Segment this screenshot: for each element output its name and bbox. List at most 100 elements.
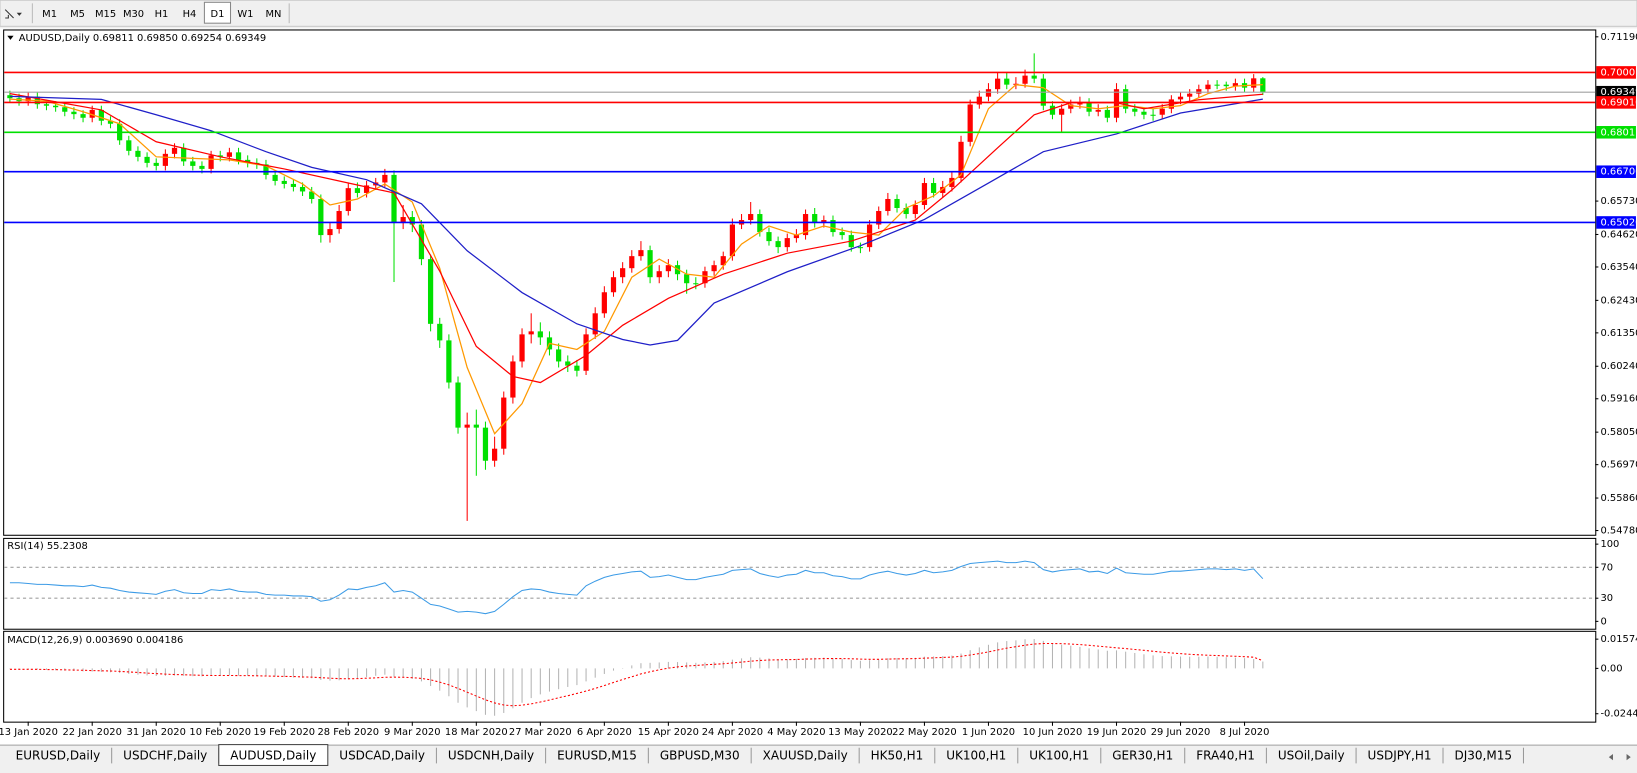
candle-body — [318, 198, 324, 236]
timeframe-button[interactable]: W1 — [237, 9, 253, 20]
level-label: 0.66706 — [1600, 167, 1637, 178]
chart-tab[interactable]: HK50,H1 — [871, 749, 924, 763]
candle-body — [43, 104, 50, 106]
macd-title: MACD(12,26,9) 0.003690 0.004186 — [7, 635, 183, 646]
candle-body — [583, 334, 589, 371]
candle-body — [775, 241, 781, 248]
candle-body — [940, 186, 946, 193]
x-tick-label: 8 Jul 2020 — [1220, 727, 1270, 738]
chart-tab[interactable]: XAUUSD,Daily — [763, 749, 848, 763]
candle-body — [391, 174, 397, 224]
chart-tab[interactable]: GER30,H1 — [1112, 749, 1173, 763]
chart-tab[interactable]: USDCNH,Daily — [448, 749, 534, 763]
candle-body — [1004, 78, 1010, 85]
level-label-box — [1596, 165, 1636, 178]
candle-body — [729, 224, 736, 257]
candle-body — [299, 186, 306, 192]
rsi-line — [9, 560, 1264, 615]
candle-body — [80, 114, 86, 118]
candle-body — [1223, 84, 1229, 87]
candle-body — [1132, 108, 1138, 112]
candle-body — [839, 232, 845, 236]
x-tick-label: 19 Jun 2020 — [1087, 727, 1147, 738]
candle-body — [455, 382, 461, 428]
symbol-title: AUDUSD,Daily — [19, 33, 90, 44]
candle-body — [702, 271, 708, 284]
chart-tab[interactable]: FRA40,H1 — [1196, 749, 1255, 763]
candle-body — [491, 448, 498, 461]
chart-tab[interactable]: DJ30,M15 — [1454, 749, 1511, 763]
timeframe-button[interactable]: MN — [265, 9, 281, 20]
candle-body — [921, 183, 928, 205]
candle-body — [98, 109, 104, 121]
chart-tab[interactable]: USDJPY,H1 — [1368, 749, 1432, 763]
candle-body — [171, 147, 178, 154]
candle-body — [7, 95, 13, 99]
candle-body — [345, 188, 351, 212]
candle-body — [519, 334, 525, 362]
chart-tab[interactable]: UK100,H1 — [1029, 749, 1089, 763]
bid-label: 0.69349 — [1600, 87, 1637, 98]
panel-menu-arrow[interactable] — [7, 35, 14, 40]
chart-tab[interactable]: EURUSD,Daily — [16, 749, 101, 763]
timeframe-button[interactable]: M5 — [70, 9, 85, 20]
timeframe-button[interactable]: H1 — [155, 9, 169, 20]
candle-body — [190, 161, 196, 166]
candle-body — [473, 424, 479, 428]
candle-body — [976, 96, 982, 105]
x-tick-label: 24 Apr 2020 — [702, 727, 763, 738]
candle-body — [464, 424, 470, 428]
candle-body — [217, 155, 223, 157]
timeframe-button[interactable]: M1 — [42, 9, 57, 20]
level-label: 0.70007 — [1600, 67, 1637, 78]
candle-body — [1196, 89, 1202, 94]
candle-body — [199, 165, 205, 169]
draw-tool-icon[interactable] — [4, 9, 14, 19]
timeframe-button[interactable]: M30 — [123, 9, 144, 20]
chart-tab[interactable]: GBPUSD,M30 — [660, 749, 740, 763]
candle-body — [748, 214, 754, 221]
chart-tab[interactable]: EURUSD,M15 — [557, 749, 637, 763]
chart-tab[interactable]: AUDUSD,Daily — [230, 749, 316, 763]
chart-tab[interactable]: UK100,H1 — [946, 749, 1006, 763]
candle-body — [693, 283, 699, 285]
dropdown-arrow[interactable] — [16, 12, 22, 16]
candle-body — [181, 147, 187, 162]
chart-tab[interactable]: USDCHF,Daily — [123, 749, 207, 763]
y-tick-label: 70 — [1600, 562, 1613, 573]
macd-panel — [3, 630, 1597, 723]
x-tick-label: 1 Jun 2020 — [962, 727, 1015, 738]
candle-body — [574, 365, 580, 371]
candle-body — [894, 198, 900, 209]
level-label-box — [1596, 96, 1636, 109]
candle-body — [354, 188, 361, 193]
candle-body — [821, 220, 827, 224]
candle-body — [1022, 75, 1028, 84]
chart-tab[interactable]: USDCAD,Daily — [339, 749, 425, 763]
timeframe-button[interactable]: H4 — [183, 9, 197, 20]
timeframe-button[interactable]: M15 — [95, 9, 116, 20]
x-tick-label: 4 May 2020 — [767, 727, 825, 738]
y-tick-label: 30 — [1600, 593, 1613, 604]
candle-body — [985, 89, 992, 97]
y-tick-label: -0.02441 — [1600, 709, 1637, 720]
candle-body — [1095, 109, 1101, 112]
candle-body — [967, 104, 973, 142]
timeframe-button[interactable]: D1 — [210, 9, 224, 20]
candle-body — [1150, 114, 1156, 116]
candle-body — [1049, 105, 1056, 115]
candle-body — [994, 78, 1001, 90]
candle-body — [866, 224, 873, 248]
candle-body — [1177, 96, 1184, 100]
candle-body — [1077, 102, 1083, 105]
chart-tab[interactable]: USOil,Daily — [1278, 749, 1345, 763]
